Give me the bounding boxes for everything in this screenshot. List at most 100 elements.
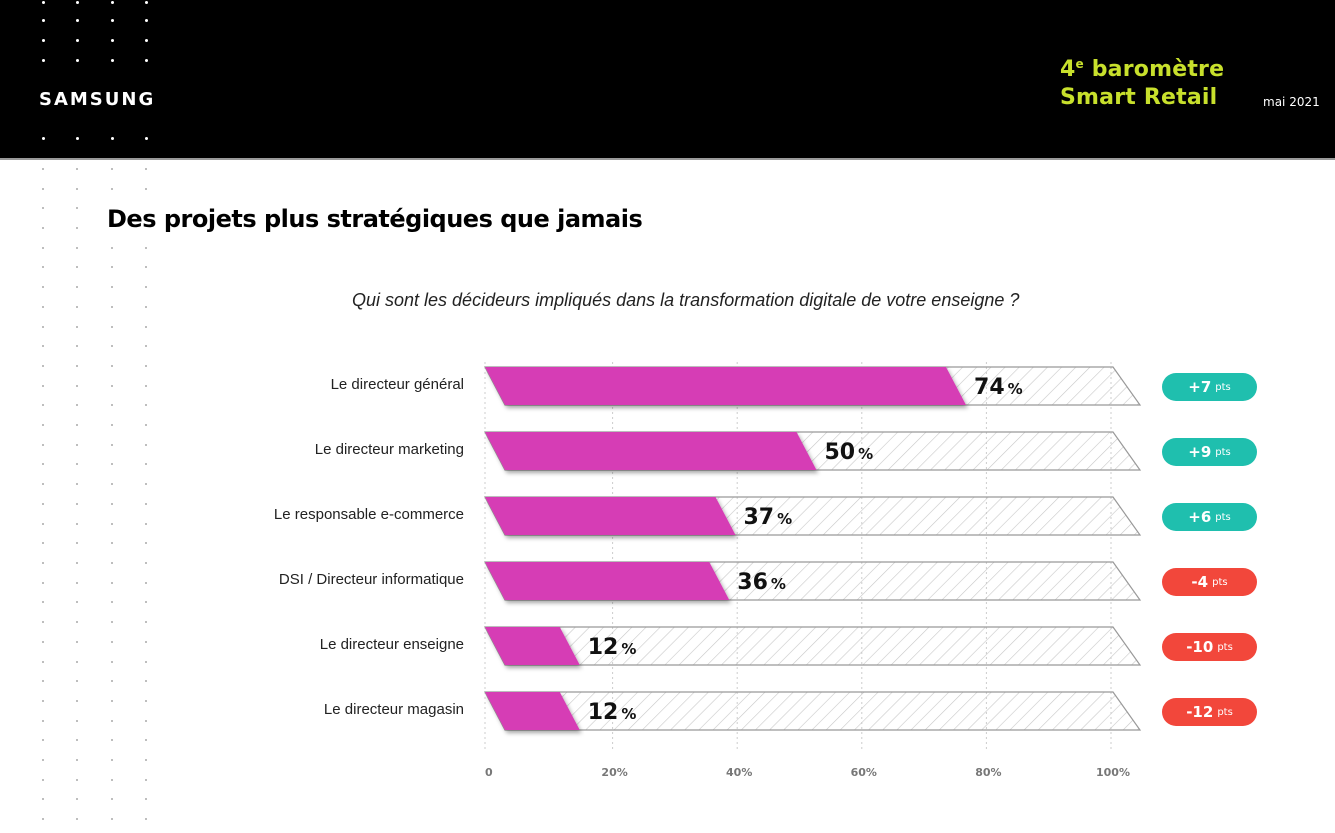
change-unit: pts <box>1215 511 1231 523</box>
chart-title: Qui sont les décideurs impliqués dans la… <box>352 290 1020 310</box>
dot <box>145 1 148 4</box>
dot <box>145 137 148 140</box>
dot <box>76 503 78 505</box>
dot <box>76 621 78 623</box>
dot <box>111 779 113 781</box>
dot <box>145 720 147 722</box>
dot <box>42 59 45 62</box>
dot <box>42 523 44 525</box>
bar-track <box>484 691 1142 731</box>
brand-line1: baromètre <box>1083 57 1225 82</box>
dot <box>145 424 147 426</box>
dot <box>76 759 78 761</box>
dot <box>111 188 113 190</box>
dot <box>145 19 148 22</box>
dot <box>111 326 113 328</box>
dot <box>145 286 147 288</box>
change-badge: -4 pts <box>1162 568 1257 596</box>
dot <box>76 385 78 387</box>
header-banner: SAMSUNG 4e baromètre Smart Retail mai 20… <box>0 0 1335 160</box>
dot <box>42 779 44 781</box>
dot <box>111 404 113 406</box>
page-title: Des projets plus stratégiques que jamais <box>107 205 643 233</box>
dot <box>111 365 113 367</box>
dot <box>145 326 147 328</box>
dot <box>111 247 113 249</box>
dot <box>145 739 147 741</box>
dot <box>145 168 147 170</box>
dot <box>111 818 113 820</box>
value-label: 37% <box>744 505 793 530</box>
dot <box>145 523 147 525</box>
dot <box>76 779 78 781</box>
dot <box>145 779 147 781</box>
dot <box>76 700 78 702</box>
dot <box>145 582 147 584</box>
bar-track <box>484 431 1142 471</box>
bar <box>485 497 736 535</box>
dot <box>76 266 78 268</box>
dot <box>42 168 44 170</box>
dot <box>145 759 147 761</box>
dot <box>145 700 147 702</box>
dot <box>111 444 113 446</box>
dot <box>76 601 78 603</box>
dot <box>111 759 113 761</box>
dot <box>145 306 147 308</box>
dot <box>76 365 78 367</box>
dot <box>145 818 147 820</box>
dot <box>145 601 147 603</box>
dot <box>145 385 147 387</box>
change-value: -12 <box>1186 703 1214 721</box>
brand-number: 4 <box>1060 57 1076 82</box>
dot <box>76 680 78 682</box>
dot <box>42 720 44 722</box>
dot <box>42 424 44 426</box>
dot <box>76 19 79 22</box>
dot <box>76 1 79 4</box>
value-label: 74% <box>974 375 1023 400</box>
dot <box>76 227 78 229</box>
x-tick-label: 80% <box>975 766 1001 779</box>
dot <box>76 424 78 426</box>
dot <box>76 542 78 544</box>
dot <box>111 266 113 268</box>
dot <box>76 286 78 288</box>
dot <box>76 39 79 42</box>
dot <box>42 266 44 268</box>
dot <box>145 365 147 367</box>
dot <box>42 207 44 209</box>
dot <box>111 798 113 800</box>
dot <box>145 59 148 62</box>
value-label: 12% <box>588 700 637 725</box>
dot <box>76 523 78 525</box>
dot <box>111 137 114 140</box>
bar-track <box>484 496 1142 536</box>
dot <box>111 503 113 505</box>
dot <box>42 286 44 288</box>
dot <box>111 661 113 663</box>
dot <box>76 798 78 800</box>
dot <box>145 798 147 800</box>
dot <box>42 345 44 347</box>
dot <box>76 404 78 406</box>
dot <box>111 542 113 544</box>
date-label: mai 2021 <box>1263 95 1320 109</box>
dot <box>145 641 147 643</box>
x-tick-label: 40% <box>726 766 752 779</box>
change-value: +7 <box>1188 378 1212 396</box>
dot <box>145 503 147 505</box>
value-label: 12% <box>588 635 637 660</box>
dot <box>76 562 78 564</box>
change-unit: pts <box>1215 446 1231 458</box>
bar-track <box>484 366 1142 406</box>
dot <box>42 385 44 387</box>
dot <box>145 404 147 406</box>
dot <box>42 137 45 140</box>
change-unit: pts <box>1212 576 1228 588</box>
category-label: Le directeur enseigne <box>319 636 464 653</box>
dot <box>111 168 113 170</box>
dot <box>111 345 113 347</box>
dot <box>145 266 147 268</box>
bar <box>485 627 580 665</box>
